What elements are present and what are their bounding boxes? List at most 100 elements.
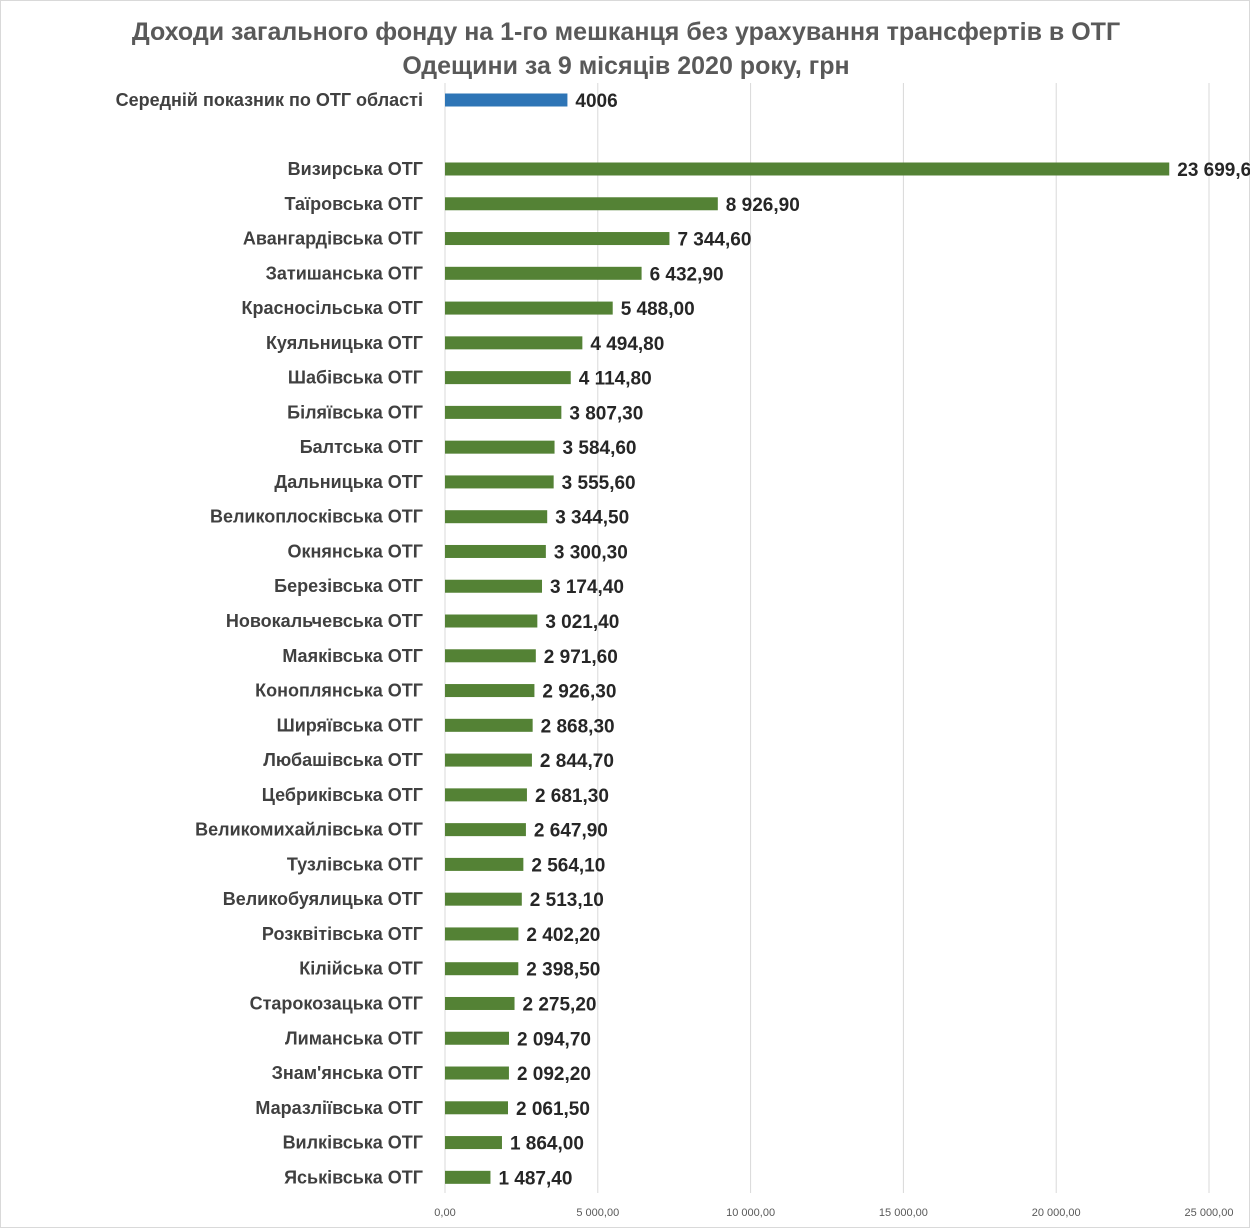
otg-value-label: 6 432,90 — [650, 264, 724, 285]
otg-bar — [445, 301, 613, 315]
otg-bar — [445, 336, 583, 350]
otg-bar — [445, 649, 536, 663]
average-category-label: Середній показник по ОТГ області — [116, 90, 423, 110]
otg-category-label: Великоплосківська ОТГ — [210, 507, 423, 527]
otg-bar — [445, 162, 1170, 176]
otg-value-label: 3 555,60 — [562, 473, 636, 494]
otg-value-label: 2 647,90 — [534, 821, 608, 842]
otg-category-label: Красносільська ОТГ — [242, 298, 423, 318]
otg-category-label: Розквітівська ОТГ — [262, 924, 423, 944]
otg-bar — [445, 440, 555, 454]
otg-value-label: 1 487,40 — [498, 1168, 572, 1189]
otg-bar — [445, 892, 522, 906]
otg-category-label: Ширяївська ОТГ — [277, 715, 423, 735]
otg-category-label: Визирська ОТГ — [288, 159, 423, 179]
otg-category-label: Великомихайлівська ОТГ — [195, 820, 423, 840]
otg-bar — [445, 718, 533, 732]
otg-bar — [445, 232, 670, 246]
otg-bar — [445, 1136, 502, 1150]
otg-bar — [445, 1170, 491, 1184]
otg-category-label: Затишанська ОТГ — [266, 263, 423, 283]
chart-title-line-2: Одещини за 9 місяців 2020 року, грн — [402, 52, 850, 80]
otg-category-label: Знам'янська ОТГ — [272, 1063, 423, 1083]
otg-value-label: 2 926,30 — [542, 682, 616, 703]
otg-category-label: Окнянська ОТГ — [287, 541, 423, 561]
otg-bar — [445, 544, 546, 558]
x-tick-label: 20 000,00 — [1032, 1207, 1081, 1219]
otg-category-label: Великобуялицька ОТГ — [223, 889, 423, 909]
otg-bar — [445, 614, 538, 628]
otg-value-label: 2 564,10 — [531, 855, 605, 876]
otg-value-label: 8 926,90 — [726, 195, 800, 216]
otg-category-label: Таїровська ОТГ — [284, 194, 423, 214]
otg-category-label: Цебриківська ОТГ — [262, 785, 423, 805]
otg-bar — [445, 1066, 509, 1080]
otg-bar — [445, 788, 527, 802]
otg-category-label: Вилківська ОТГ — [283, 1133, 423, 1153]
otg-value-label: 2 094,70 — [517, 1029, 591, 1050]
otg-bar — [445, 475, 554, 489]
otg-value-label: 3 174,40 — [550, 577, 624, 598]
otg-value-label: 3 584,60 — [563, 438, 637, 459]
otg-category-label: Балтська ОТГ — [300, 437, 423, 457]
otg-bar — [445, 579, 543, 593]
otg-value-label: 3 807,30 — [569, 403, 643, 424]
otg-bar — [445, 371, 571, 385]
otg-bar — [445, 857, 524, 871]
otg-category-label: Куяльницька ОТГ — [266, 333, 423, 353]
otg-value-label: 3 300,30 — [554, 542, 628, 563]
otg-value-label: 2 844,70 — [540, 751, 614, 772]
otg-value-label: 1 864,00 — [510, 1134, 584, 1155]
otg-bar — [445, 510, 548, 524]
otg-value-label: 2 061,50 — [516, 1099, 590, 1120]
x-tick-label: 10 000,00 — [726, 1207, 775, 1219]
otg-value-label: 3 021,40 — [545, 612, 619, 633]
otg-value-label: 5 488,00 — [621, 299, 695, 320]
otg-bar — [445, 405, 562, 419]
otg-value-label: 2 398,50 — [526, 960, 600, 981]
x-tick-label: 25 000,00 — [1185, 1207, 1234, 1219]
x-tick-label: 15 000,00 — [879, 1207, 928, 1219]
otg-category-label: Новокальчевська ОТГ — [226, 611, 423, 631]
average-bar — [445, 93, 568, 107]
otg-value-label: 2 092,20 — [517, 1064, 591, 1085]
otg-bar — [445, 753, 532, 767]
otg-bar — [445, 1031, 510, 1045]
x-tick-label: 0,00 — [434, 1207, 455, 1219]
otg-value-label: 23 699,60 — [1177, 160, 1250, 181]
otg-category-label: Маразліївська ОТГ — [255, 1098, 423, 1118]
otg-value-label: 2 275,20 — [523, 994, 597, 1015]
otg-bar — [445, 962, 519, 976]
otg-category-label: Коноплянська ОТГ — [255, 681, 423, 701]
otg-category-label: Любашівська ОТГ — [263, 750, 423, 770]
otg-category-label: Дальницька ОТГ — [274, 472, 423, 492]
otg-bar — [445, 996, 515, 1010]
otg-value-label: 2 681,30 — [535, 786, 609, 807]
otg-category-label: Маяківська ОТГ — [282, 646, 423, 666]
otg-bar — [445, 684, 535, 698]
otg-bar — [445, 823, 526, 837]
otg-value-label: 2 402,20 — [526, 925, 600, 946]
otg-category-label: Шабівська ОТГ — [288, 368, 423, 388]
otg-category-label: Біляївська ОТГ — [287, 402, 423, 422]
otg-category-label: Старокозацька ОТГ — [250, 993, 423, 1013]
otg-value-label: 3 344,50 — [555, 508, 629, 529]
otg-bar — [445, 197, 718, 211]
otg-category-label: Авангардівська ОТГ — [243, 229, 423, 249]
otg-value-label: 4 114,80 — [579, 369, 652, 390]
otg-category-label: Яськівська ОТГ — [284, 1167, 423, 1187]
otg-bar — [445, 1101, 508, 1115]
otg-value-label: 2 971,60 — [544, 647, 618, 668]
x-tick-label: 5 000,00 — [576, 1207, 619, 1219]
otg-bar — [445, 927, 519, 941]
otg-value-label: 2 513,10 — [530, 890, 604, 911]
otg-category-label: Тузлівська ОТГ — [287, 854, 423, 874]
otg-category-label: Кілійська ОТГ — [299, 959, 423, 979]
otg-bar — [445, 266, 642, 280]
otg-value-label: 7 344,60 — [677, 230, 751, 251]
chart-title-line-1: Доходи загального фонду на 1-го мешканця… — [131, 18, 1121, 46]
otg-category-label: Лиманська ОТГ — [285, 1028, 423, 1048]
otg-value-label: 4 494,80 — [590, 334, 664, 355]
